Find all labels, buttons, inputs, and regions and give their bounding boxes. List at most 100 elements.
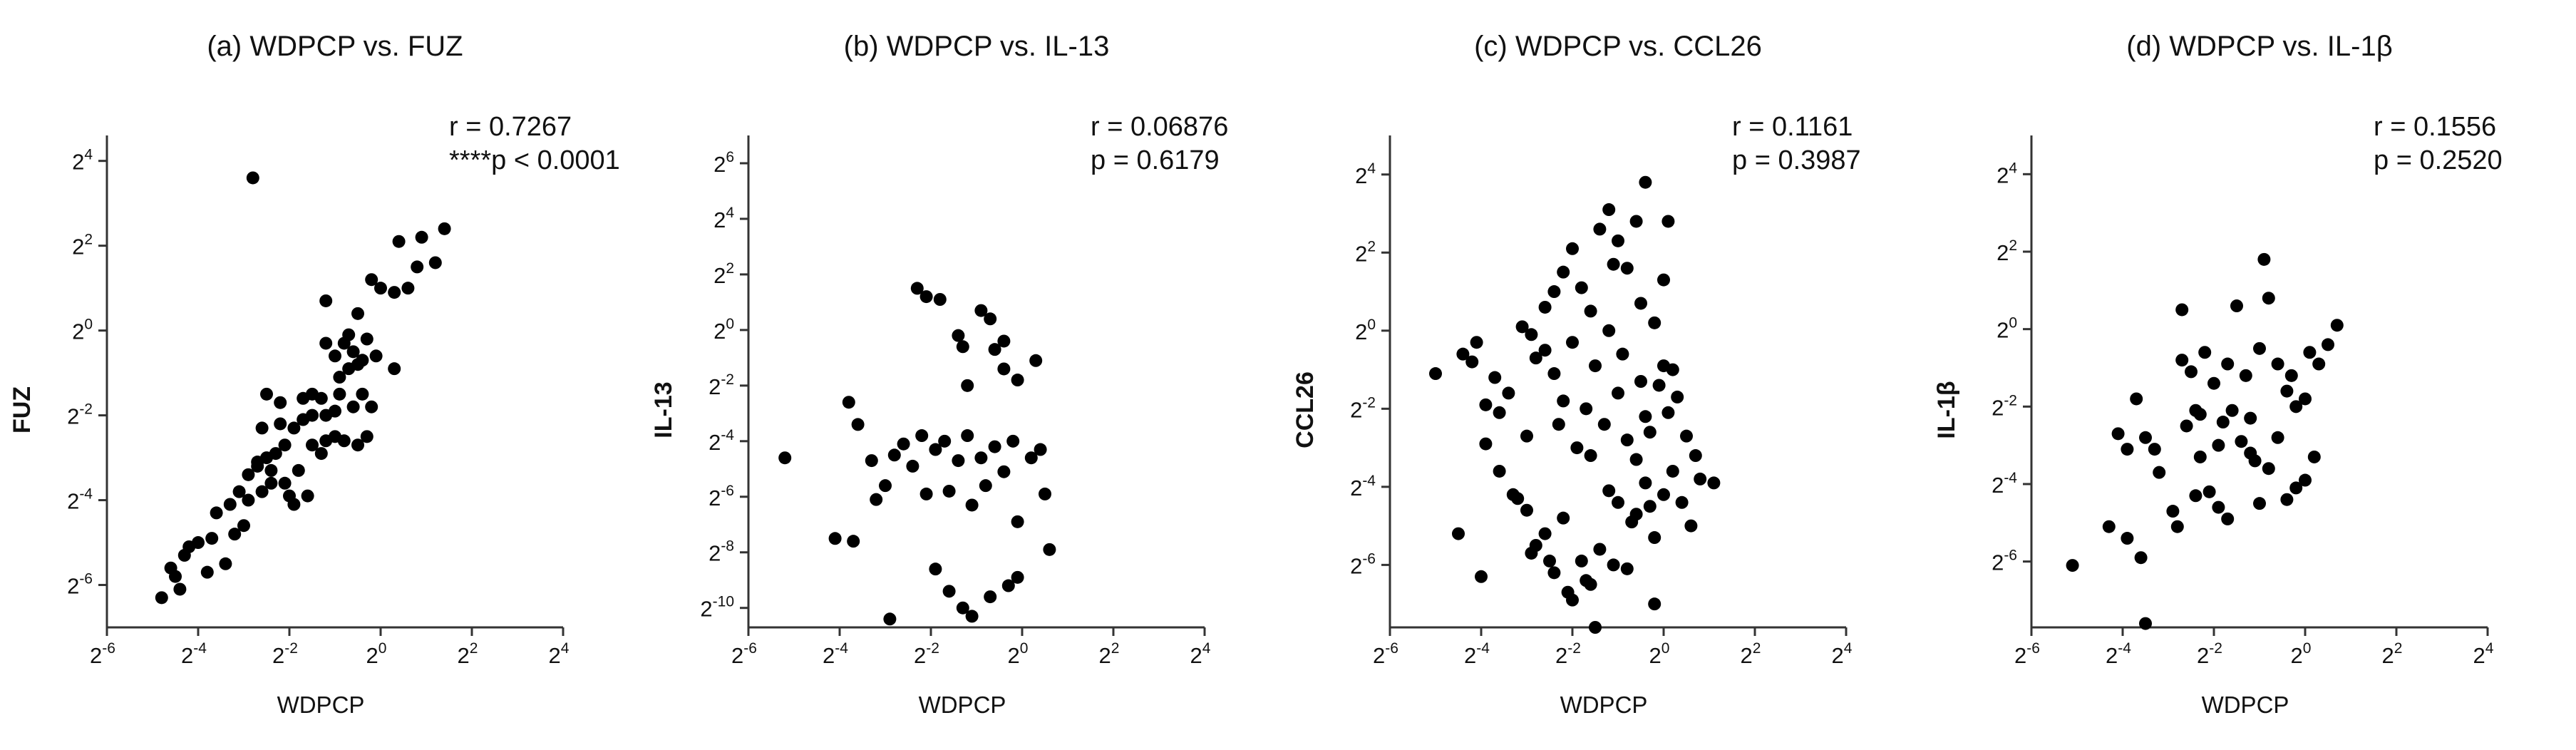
data-point [778, 451, 792, 465]
data-point [2203, 485, 2216, 498]
data-point [1589, 621, 1602, 634]
data-point [401, 282, 415, 295]
y-tick-label: 24 [72, 147, 93, 175]
data-point [219, 557, 232, 570]
data-point [2299, 473, 2312, 487]
data-point [2280, 493, 2294, 506]
data-point [997, 334, 1011, 348]
data-point [2262, 462, 2275, 476]
data-point [997, 362, 1011, 376]
data-point [952, 454, 965, 468]
data-point [929, 443, 942, 456]
data-point [1648, 597, 1661, 611]
data-point [988, 343, 1001, 356]
x-tick-label: 22 [1099, 640, 1120, 668]
chart-title: (d) WDPCP vs. IL-1β [2126, 31, 2392, 62]
data-point [842, 396, 855, 409]
data-point [974, 451, 988, 465]
data-point [1570, 441, 1584, 455]
y-tick-label: 22 [1355, 238, 1376, 266]
y-tick-label: 2-6 [709, 483, 734, 510]
data-point [346, 345, 360, 359]
data-point [1657, 359, 1670, 373]
data-point [1639, 175, 1652, 189]
data-point [1643, 426, 1657, 439]
chart-panel-4: (d) WDPCP vs. IL-1β r = 0.1556 p = 0.2520 2… [1925, 0, 2566, 750]
data-point [2230, 299, 2243, 313]
data-point [2111, 427, 2125, 441]
x-tick-label: 20 [2291, 640, 2312, 668]
data-point [351, 438, 364, 452]
data-point [1456, 347, 1470, 361]
data-point [314, 447, 328, 461]
data-point [438, 222, 451, 235]
data-point [319, 337, 333, 350]
data-point [388, 362, 401, 376]
data-point [2102, 520, 2116, 533]
data-point [278, 438, 292, 452]
data-point [2216, 416, 2230, 429]
y-axis-label: IL-1β [1933, 381, 1960, 438]
data-point [1612, 386, 1624, 400]
data-point [906, 459, 919, 473]
data-point [2066, 559, 2079, 572]
data-point [2239, 369, 2252, 382]
data-point [1566, 242, 1579, 255]
scatter-plot-1: (a) WDPCP vs. FUZ r = 0.7267****p < 0.000… [9, 31, 620, 718]
data-point [2221, 512, 2235, 525]
y-tick-label: 2-4 [709, 427, 734, 455]
data-point [306, 409, 319, 422]
data-point [246, 171, 259, 185]
data-point [1029, 354, 1043, 367]
data-point [1529, 351, 1542, 365]
data-point [1597, 418, 1611, 431]
data-point [2253, 497, 2266, 510]
y-tick-label: 2-6 [1350, 550, 1376, 578]
data-point [274, 417, 287, 431]
data-point [392, 235, 406, 248]
data-point [1629, 453, 1643, 466]
data-point [356, 387, 369, 401]
data-point [1584, 304, 1597, 318]
chart-title: (b) WDPCP vs. IL-13 [844, 31, 1110, 62]
data-point [1684, 519, 1698, 533]
data-point [1538, 344, 1552, 357]
data-point [1620, 262, 1634, 275]
data-point [1593, 543, 1607, 556]
p-value-label: ****p < 0.0001 [449, 145, 620, 175]
data-point [1639, 410, 1652, 423]
x-tick-label: 2-4 [823, 640, 848, 668]
data-point [351, 307, 364, 320]
y-axis-label: FUZ [9, 386, 36, 433]
data-point [1493, 464, 1506, 478]
data-point [1575, 281, 1588, 294]
data-point [1625, 515, 1639, 529]
data-point [2139, 431, 2152, 444]
y-tick-label: 2-2 [1992, 392, 2017, 420]
data-point [329, 404, 341, 418]
data-point [1543, 554, 1556, 567]
data-point [1011, 515, 1024, 528]
data-point [965, 610, 979, 623]
data-point [1552, 418, 1565, 431]
data-point [205, 532, 219, 545]
data-point [2299, 392, 2312, 406]
data-point [974, 304, 988, 317]
data-point [2253, 341, 2266, 355]
data-point [242, 468, 255, 481]
data-point [2322, 338, 2334, 351]
data-point [269, 447, 282, 461]
data-point [329, 349, 341, 363]
data-point [274, 396, 287, 409]
data-point [1557, 511, 1570, 525]
data-point [2225, 404, 2239, 417]
data-point [910, 282, 924, 295]
data-point [1479, 398, 1493, 411]
data-point [232, 485, 246, 498]
data-point [2271, 431, 2284, 444]
data-point [319, 294, 333, 307]
x-tick-label: 2-4 [2106, 640, 2131, 668]
data-point [1593, 222, 1607, 236]
data-point [942, 585, 956, 598]
data-point [1011, 374, 1024, 387]
